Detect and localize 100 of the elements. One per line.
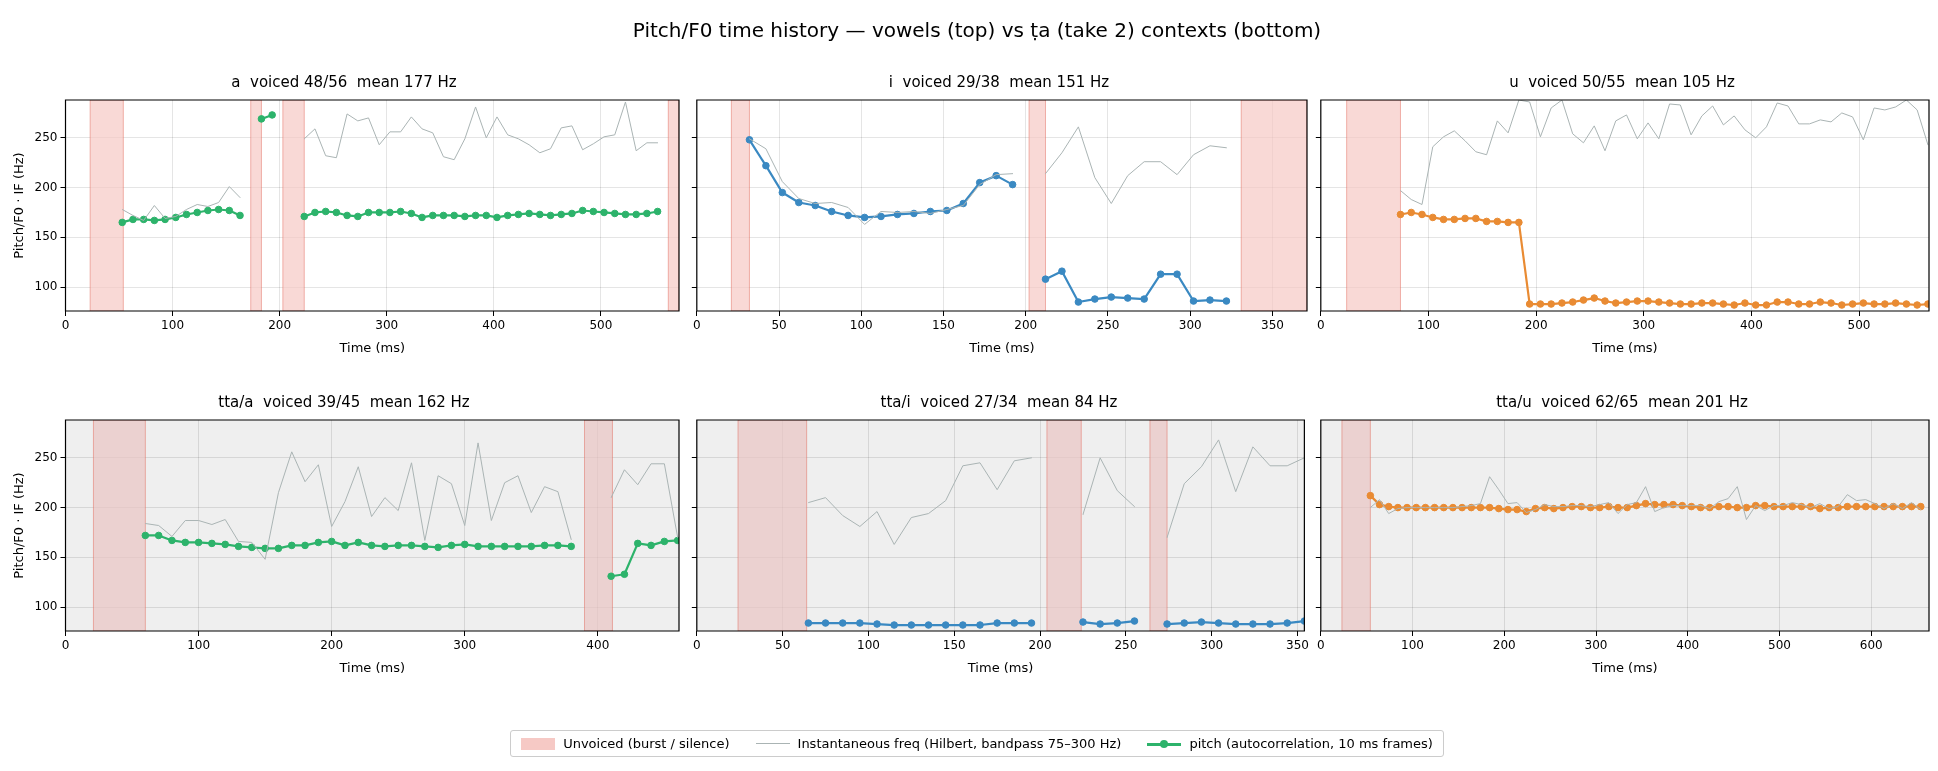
chart-title: i voiced 29/38 mean 151 Hz <box>888 72 1110 91</box>
text: Pitch/F0 time history — vowels (top) vs ṭa (take 2) contexts (bottom) <box>631 18 1323 42</box>
point <box>578 206 587 215</box>
point <box>1913 301 1921 309</box>
point <box>1536 300 1545 308</box>
point <box>1838 301 1846 309</box>
x-axis-title: Time (ms) <box>1591 339 1658 355</box>
point <box>527 542 536 551</box>
point <box>1189 297 1198 305</box>
x-tick-label: 100 <box>187 638 211 653</box>
x-tick-label: 0 <box>1317 638 1325 653</box>
point <box>589 207 598 216</box>
point <box>381 542 389 551</box>
point <box>221 540 229 549</box>
point <box>1741 299 1749 307</box>
point <box>311 208 319 217</box>
point <box>546 211 555 220</box>
point <box>1655 298 1663 306</box>
x-axis-title: Time (ms) <box>966 659 1034 675</box>
point <box>860 213 869 222</box>
point <box>643 209 651 218</box>
point <box>1644 297 1652 305</box>
x-tick-label: 500 <box>589 318 613 333</box>
point <box>1676 300 1685 308</box>
point <box>1493 217 1502 226</box>
x-tick-label: 350 <box>1286 638 1309 653</box>
point <box>367 541 376 550</box>
point <box>503 211 512 220</box>
point <box>1665 299 1674 307</box>
point <box>332 208 341 217</box>
x-tick-label: 500 <box>1847 318 1871 333</box>
point <box>1611 299 1620 307</box>
point <box>1091 295 1099 303</box>
point <box>364 208 373 217</box>
point <box>1784 298 1792 306</box>
point <box>1123 294 1132 302</box>
point <box>632 210 640 219</box>
point <box>447 541 456 550</box>
point <box>1558 299 1566 307</box>
x-tick-label: 400 <box>1676 638 1700 653</box>
point <box>181 538 190 547</box>
chart-title: tta/a voiced 39/45 mean 162 Hz <box>218 392 470 411</box>
x-tick-label: 100 <box>849 318 873 333</box>
point <box>653 207 662 216</box>
point <box>1074 298 1083 306</box>
point <box>1525 300 1534 308</box>
point <box>620 570 629 579</box>
point <box>1601 297 1609 305</box>
x-tick-label: 300 <box>453 638 477 653</box>
point <box>647 541 655 550</box>
x-tick-label: 200 <box>268 318 292 333</box>
x-tick-label: 250 <box>1096 318 1120 333</box>
point <box>1041 275 1050 283</box>
y-axis-title: Pitch/F0 · IF (Hz) <box>11 472 27 579</box>
chart-title: tta/i voiced 27/34 mean 84 Hz <box>880 392 1118 411</box>
point <box>1568 298 1577 306</box>
point <box>268 111 276 119</box>
point <box>557 210 566 219</box>
point <box>1428 213 1437 222</box>
y-tick-label: 150 <box>34 229 58 244</box>
chart-title: a voiced 48/56 mean 177 Hz <box>231 72 457 91</box>
point <box>182 210 191 219</box>
point <box>474 542 482 551</box>
point <box>844 211 852 220</box>
point <box>482 211 491 220</box>
point <box>407 209 416 218</box>
x-tick-label: 0 <box>61 318 70 333</box>
x-tick-label: 350 <box>1261 318 1284 333</box>
point <box>1206 296 1214 304</box>
point <box>1870 300 1878 308</box>
point <box>236 211 244 220</box>
x-tick-label: 0 <box>693 318 701 333</box>
point <box>514 210 523 219</box>
x-tick-label: 600 <box>1859 638 1883 653</box>
x-tick-label: 400 <box>586 638 610 653</box>
point <box>633 539 642 548</box>
point <box>607 572 615 581</box>
point <box>1827 299 1835 307</box>
x-tick-label: 0 <box>1317 318 1325 333</box>
x-tick-label: 0 <box>61 638 70 653</box>
point <box>567 542 576 551</box>
y-axis-title: Pitch/F0 · IF (Hz) <box>11 152 27 259</box>
point <box>439 211 448 220</box>
point <box>1719 300 1728 308</box>
point <box>600 208 608 217</box>
point <box>274 544 283 553</box>
point <box>1891 299 1900 307</box>
point <box>1515 218 1523 227</box>
point <box>1773 298 1782 306</box>
point <box>234 542 243 551</box>
point <box>204 206 212 215</box>
point <box>1461 214 1469 223</box>
legend-label: pitch (autocorrelation, 10 ms frames) <box>1189 736 1433 751</box>
point <box>394 541 402 550</box>
point <box>1482 217 1491 226</box>
point <box>660 537 669 546</box>
x-tick-label: 200 <box>320 638 344 653</box>
point <box>621 210 630 219</box>
point <box>877 212 885 221</box>
x-tick-label: 150 <box>942 638 966 653</box>
